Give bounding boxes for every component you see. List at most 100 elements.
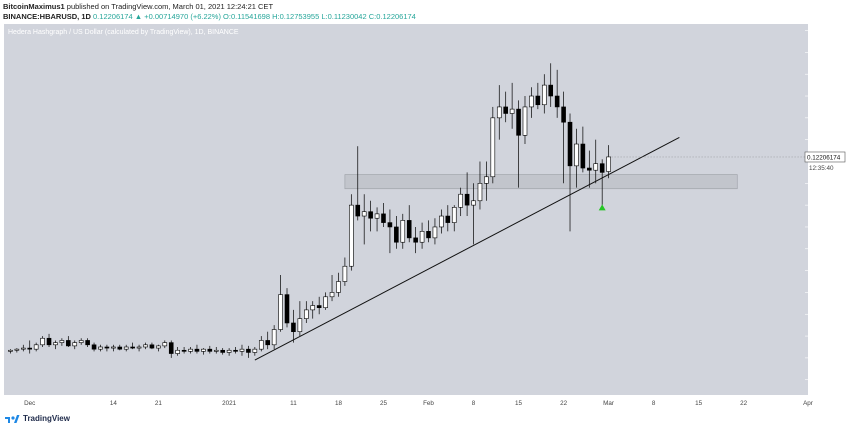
candle <box>310 301 316 319</box>
x-tick-label: 15 <box>515 400 523 407</box>
candle-body <box>496 106 502 119</box>
candle-body <box>162 342 168 347</box>
candle-body <box>175 349 180 354</box>
candle <box>593 139 599 184</box>
candle-body <box>201 348 206 352</box>
tradingview-logo-icon[interactable] <box>4 413 20 424</box>
candle <box>503 91 508 123</box>
candle-body <box>271 329 277 346</box>
candle-body <box>400 220 406 243</box>
candle-body <box>361 211 367 217</box>
y-tick-label: 0.15000000 <box>811 93 845 100</box>
candle <box>291 309 296 343</box>
candle-body <box>278 294 283 330</box>
x-tick-label: 22 <box>740 400 748 407</box>
plot-background <box>4 24 808 395</box>
candle-body <box>406 220 412 239</box>
x-axis[interactable]: Dec 14 21 2021 11 18 25 Feb 8 15 22 Mar 8 15 22 Apr <box>24 400 813 407</box>
candle-body <box>394 226 399 243</box>
price-chart[interactable]: Hedera Hashgraph / US Dollar (calculated… <box>0 24 850 409</box>
candle <box>98 344 103 352</box>
candle <box>149 342 155 350</box>
candle-body <box>336 281 341 293</box>
candle <box>509 82 515 129</box>
candle-body <box>541 84 547 106</box>
y-tick-label: 0.16000000 <box>811 71 845 78</box>
candle <box>439 209 444 234</box>
candle-body <box>123 346 129 350</box>
candle <box>406 205 412 243</box>
candle <box>471 183 476 245</box>
y-tick-label: 0.02000000 <box>811 377 845 384</box>
candle-body <box>291 322 296 333</box>
candle-body <box>258 340 264 350</box>
candle <box>123 344 129 352</box>
candle-body <box>246 348 251 353</box>
candle <box>419 222 425 249</box>
candle-body <box>252 348 258 353</box>
candle <box>246 345 251 358</box>
x-tick-label: 18 <box>335 400 343 407</box>
candle <box>284 288 290 328</box>
candle <box>265 331 271 350</box>
footer-bar: TradingView <box>0 409 850 428</box>
candle <box>529 87 534 118</box>
candle-body <box>53 342 58 346</box>
candle <box>548 63 554 107</box>
candle-body <box>98 346 103 350</box>
tradingview-brand[interactable]: TradingView <box>23 414 70 423</box>
candle <box>78 338 84 345</box>
candle-body <box>46 337 52 346</box>
candle <box>484 161 489 201</box>
price-tag-value: 0.12206174 <box>807 154 841 161</box>
candle <box>188 346 193 354</box>
candle <box>40 336 45 347</box>
candle-body <box>329 292 335 298</box>
candle <box>567 113 573 232</box>
candle-body <box>310 305 316 311</box>
candle-body <box>188 348 193 352</box>
candle <box>587 150 592 188</box>
x-tick-label: 25 <box>380 400 388 407</box>
candle-body <box>304 309 309 319</box>
candle-body <box>413 237 418 243</box>
candle-body <box>355 204 361 217</box>
candle-body <box>21 347 26 350</box>
candle-body <box>522 106 528 136</box>
candle-body <box>368 211 373 219</box>
candle <box>304 301 309 323</box>
candle <box>33 342 39 352</box>
author-name[interactable]: BitcoinMaximus1 <box>3 2 65 11</box>
y-axis[interactable]: 0.18000000 0.17000000 0.16000000 0.15000000… <box>805 28 845 384</box>
candle-body <box>111 346 116 349</box>
x-tick-label: 11 <box>290 400 297 407</box>
candle-body <box>561 106 566 123</box>
candle-body <box>59 340 65 343</box>
candle <box>477 161 483 210</box>
candle <box>8 349 13 354</box>
candle-body <box>149 344 155 349</box>
candle-body <box>490 117 496 178</box>
candle-body <box>477 183 483 202</box>
candle-body <box>587 167 592 171</box>
candle-body <box>529 95 534 108</box>
y-tick-label: 0.05000000 <box>811 311 845 318</box>
support-zone <box>344 174 738 190</box>
candle <box>156 344 161 352</box>
candle-body <box>66 340 71 347</box>
x-tick-label: Dec <box>24 400 35 407</box>
y-tick-label: 0.17000000 <box>811 50 845 57</box>
candle-body <box>445 215 451 223</box>
candle-body <box>284 294 290 324</box>
candle-body <box>451 207 457 223</box>
candle-body <box>40 337 45 346</box>
candle <box>316 296 322 315</box>
y-tick-label: 0.13000000 <box>811 137 845 144</box>
candle-body <box>535 95 541 106</box>
candle <box>451 205 457 232</box>
x-tick-label: 22 <box>560 400 568 407</box>
x-tick-label: 14 <box>110 400 118 407</box>
candle <box>297 301 303 337</box>
chart-header: BitcoinMaximus1 published on TradingView… <box>0 0 850 24</box>
candle-body <box>181 349 187 352</box>
